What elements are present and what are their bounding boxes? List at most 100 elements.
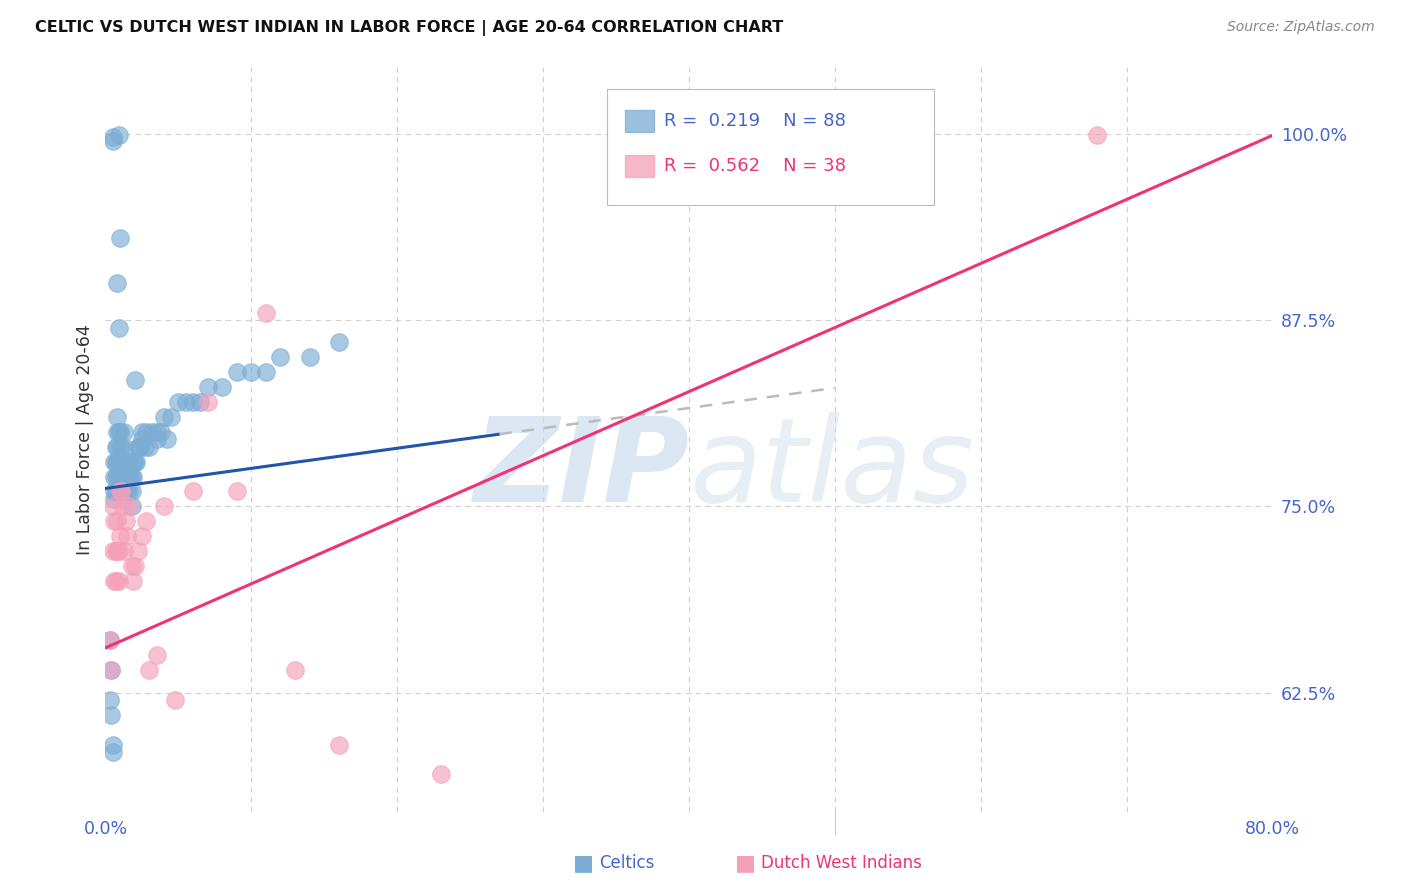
Point bbox=[118, 500, 141, 514]
Point bbox=[134, 440, 156, 454]
FancyBboxPatch shape bbox=[607, 89, 934, 204]
Point bbox=[145, 425, 167, 439]
Point bbox=[105, 425, 128, 439]
Point bbox=[104, 544, 127, 558]
Point bbox=[105, 469, 128, 483]
Text: atlas: atlas bbox=[689, 412, 974, 526]
Point bbox=[135, 514, 157, 528]
Point bbox=[254, 365, 277, 379]
Point bbox=[124, 455, 146, 469]
Point bbox=[115, 484, 138, 499]
Point bbox=[128, 440, 150, 454]
Point bbox=[105, 514, 128, 528]
Point bbox=[107, 544, 129, 558]
Point bbox=[141, 425, 163, 439]
Point bbox=[104, 484, 127, 499]
Point bbox=[108, 469, 131, 483]
Point bbox=[110, 440, 132, 454]
Point bbox=[108, 529, 131, 543]
Point bbox=[174, 395, 197, 409]
Point bbox=[131, 425, 153, 439]
Point bbox=[118, 469, 141, 483]
Point bbox=[98, 633, 121, 648]
Point bbox=[122, 574, 145, 588]
Point bbox=[197, 380, 219, 394]
Text: ■: ■ bbox=[574, 854, 593, 873]
Point bbox=[153, 409, 174, 424]
Point bbox=[100, 707, 122, 722]
Point bbox=[103, 484, 125, 499]
Point bbox=[254, 306, 277, 320]
Point bbox=[98, 693, 121, 707]
Point bbox=[108, 455, 131, 469]
Point bbox=[108, 425, 131, 439]
Point bbox=[112, 469, 135, 483]
Point bbox=[105, 409, 128, 424]
Point bbox=[112, 544, 135, 558]
Point bbox=[103, 455, 125, 469]
Point bbox=[112, 440, 135, 454]
Point bbox=[127, 544, 149, 558]
Point bbox=[145, 648, 167, 663]
Bar bbox=[624, 110, 654, 132]
Point bbox=[181, 484, 204, 499]
Point bbox=[107, 469, 129, 483]
Point bbox=[131, 529, 153, 543]
Point bbox=[328, 335, 350, 350]
Point bbox=[104, 574, 127, 588]
Point bbox=[105, 276, 128, 290]
Text: Source: ZipAtlas.com: Source: ZipAtlas.com bbox=[1227, 20, 1375, 34]
Point bbox=[107, 320, 129, 334]
Point bbox=[105, 455, 128, 469]
Point bbox=[110, 469, 132, 483]
Point bbox=[127, 440, 149, 454]
Point bbox=[121, 469, 143, 483]
Point bbox=[100, 663, 122, 677]
Point bbox=[120, 455, 142, 469]
Point bbox=[225, 484, 247, 499]
Point bbox=[101, 745, 124, 759]
Text: R =  0.562    N = 38: R = 0.562 N = 38 bbox=[665, 157, 846, 175]
Point bbox=[269, 351, 292, 365]
Point bbox=[125, 455, 148, 469]
Text: CELTIC VS DUTCH WEST INDIAN IN LABOR FORCE | AGE 20-64 CORRELATION CHART: CELTIC VS DUTCH WEST INDIAN IN LABOR FOR… bbox=[35, 20, 783, 36]
Point bbox=[101, 544, 124, 558]
Point bbox=[117, 529, 139, 543]
Point bbox=[103, 469, 125, 483]
Point bbox=[103, 514, 125, 528]
Point bbox=[108, 484, 131, 499]
Point bbox=[138, 440, 160, 454]
Point bbox=[111, 455, 134, 469]
Point bbox=[181, 395, 204, 409]
Point bbox=[107, 574, 129, 588]
Point bbox=[225, 365, 247, 379]
Point bbox=[105, 544, 128, 558]
Point bbox=[121, 500, 143, 514]
Point bbox=[160, 409, 183, 424]
Point bbox=[117, 469, 139, 483]
Point bbox=[101, 135, 124, 149]
Point bbox=[131, 432, 153, 446]
Point bbox=[240, 365, 263, 379]
Text: Dutch West Indians: Dutch West Indians bbox=[761, 855, 921, 872]
Point bbox=[165, 693, 187, 707]
Point bbox=[121, 484, 143, 499]
Point bbox=[430, 767, 453, 781]
Point bbox=[112, 425, 135, 439]
Point bbox=[115, 514, 138, 528]
Point bbox=[129, 440, 152, 454]
Point bbox=[101, 129, 124, 144]
Point bbox=[298, 351, 321, 365]
Point bbox=[115, 469, 138, 483]
Point bbox=[115, 455, 138, 469]
Point bbox=[122, 469, 145, 483]
Point bbox=[124, 558, 146, 573]
Point bbox=[197, 395, 219, 409]
Point bbox=[110, 484, 132, 499]
Point bbox=[117, 484, 139, 499]
Point bbox=[107, 425, 129, 439]
Point bbox=[110, 455, 132, 469]
Point bbox=[111, 500, 134, 514]
Point bbox=[149, 425, 172, 439]
Point bbox=[107, 455, 129, 469]
